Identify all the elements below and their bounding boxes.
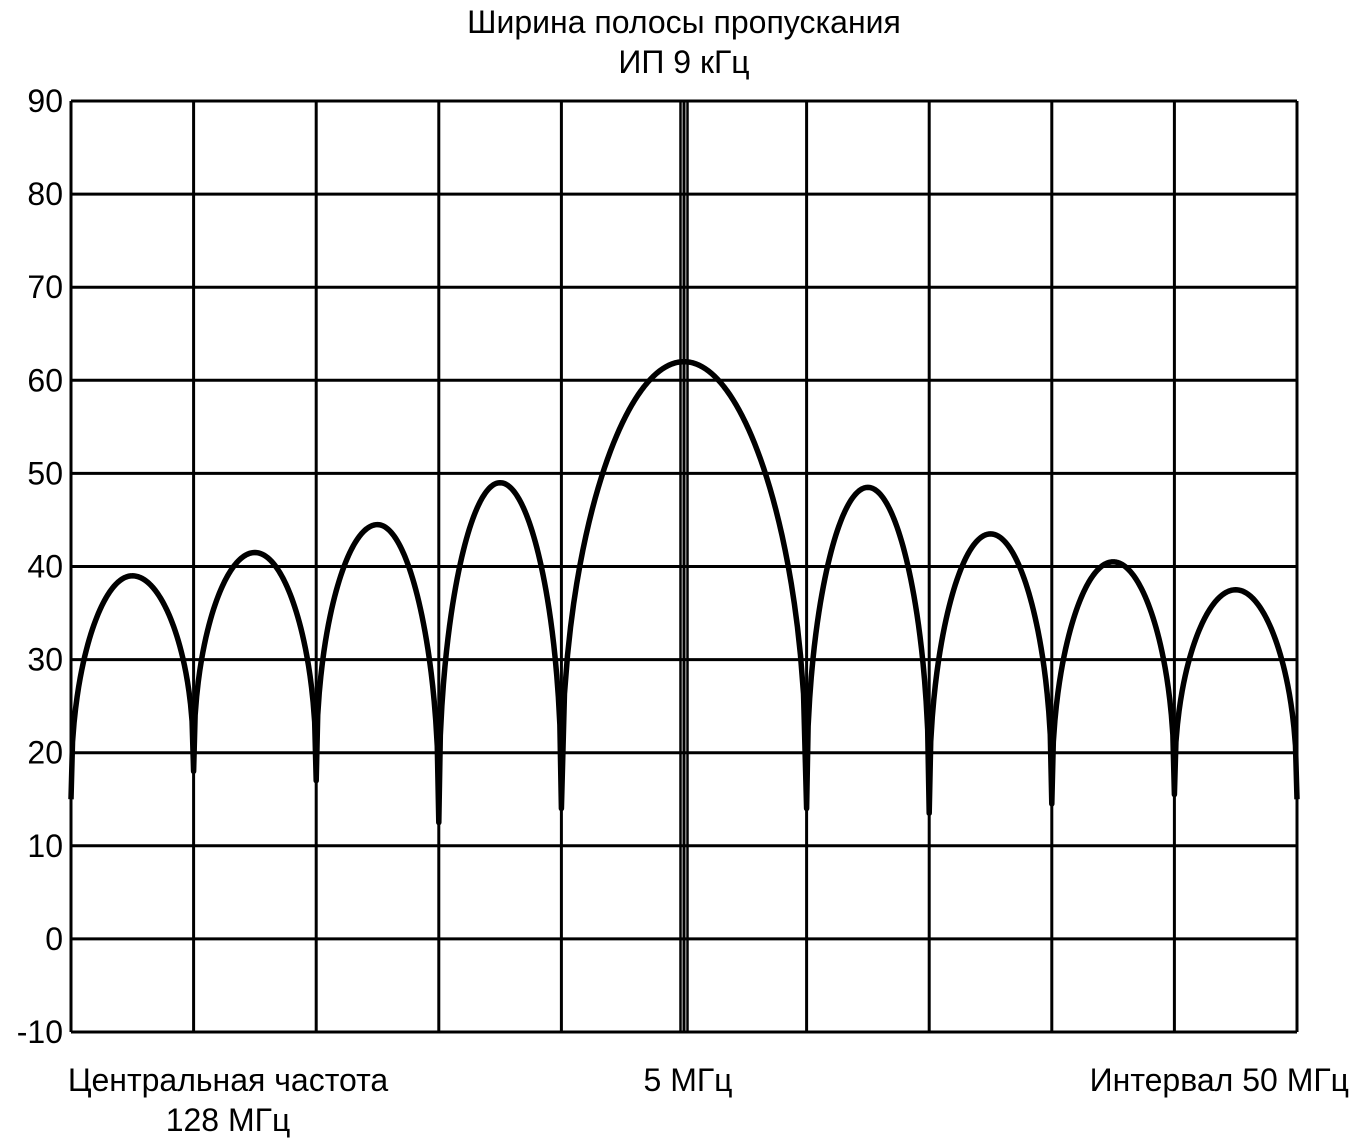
y-tick-label-3: 60 [27,362,63,398]
x-label-right: Интервал 50 МГц [1089,1062,1349,1098]
x-label-center: 5 МГц [643,1062,733,1098]
y-tick-label-6: 30 [27,642,63,678]
y-tick-label-10: -10 [17,1014,63,1050]
y-tick-label-7: 20 [27,735,63,771]
series-line [68,358,1300,826]
y-axis-ticks: 90 80 70 60 50 40 30 20 10 0 -10 [17,83,63,1050]
y-tick-label-4: 50 [27,455,63,491]
y-tick-label-0: 90 [27,83,63,119]
x-label-left-line1: Центральная частота [67,1062,389,1098]
y-tick-label-2: 70 [27,269,63,305]
y-tick-label-8: 10 [27,828,63,864]
x-label-left-line2: 128 МГц [165,1102,291,1138]
chart-grid [69,99,1299,1034]
y-tick-label-1: 80 [27,176,63,212]
y-tick-label-9: 0 [45,921,63,957]
chart-subtitle: ИП 9 кГц [618,44,750,80]
y-tick-label-5: 40 [27,549,63,585]
chart-title: Ширина полосы пропускания [467,4,901,40]
